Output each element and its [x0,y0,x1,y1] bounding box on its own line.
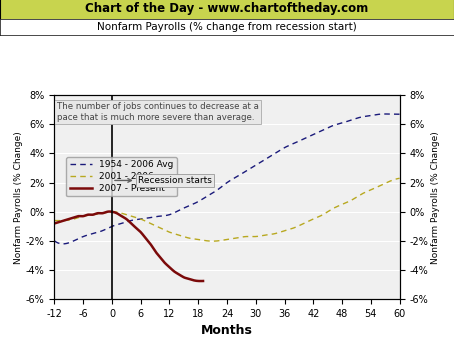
Text: Recession starts: Recession starts [115,176,212,185]
Text: Nonfarm Payrolls (% change from recession start): Nonfarm Payrolls (% change from recessio… [97,22,357,32]
Text: Chart of the Day - www.chartoftheday.com: Chart of the Day - www.chartoftheday.com [85,2,369,15]
Y-axis label: Nonfarm Payrolls (% Change): Nonfarm Payrolls (% Change) [14,131,23,264]
Text: The number of jobs continues to decrease at a
pace that is much more severe than: The number of jobs continues to decrease… [57,102,259,122]
X-axis label: Months: Months [201,324,253,338]
Legend: 1954 - 2006 Avg, 2001 - 2006, 2007 - Present: 1954 - 2006 Avg, 2001 - 2006, 2007 - Pre… [66,157,177,197]
Y-axis label: Nonfarm Payrolls (% Change): Nonfarm Payrolls (% Change) [431,131,440,264]
